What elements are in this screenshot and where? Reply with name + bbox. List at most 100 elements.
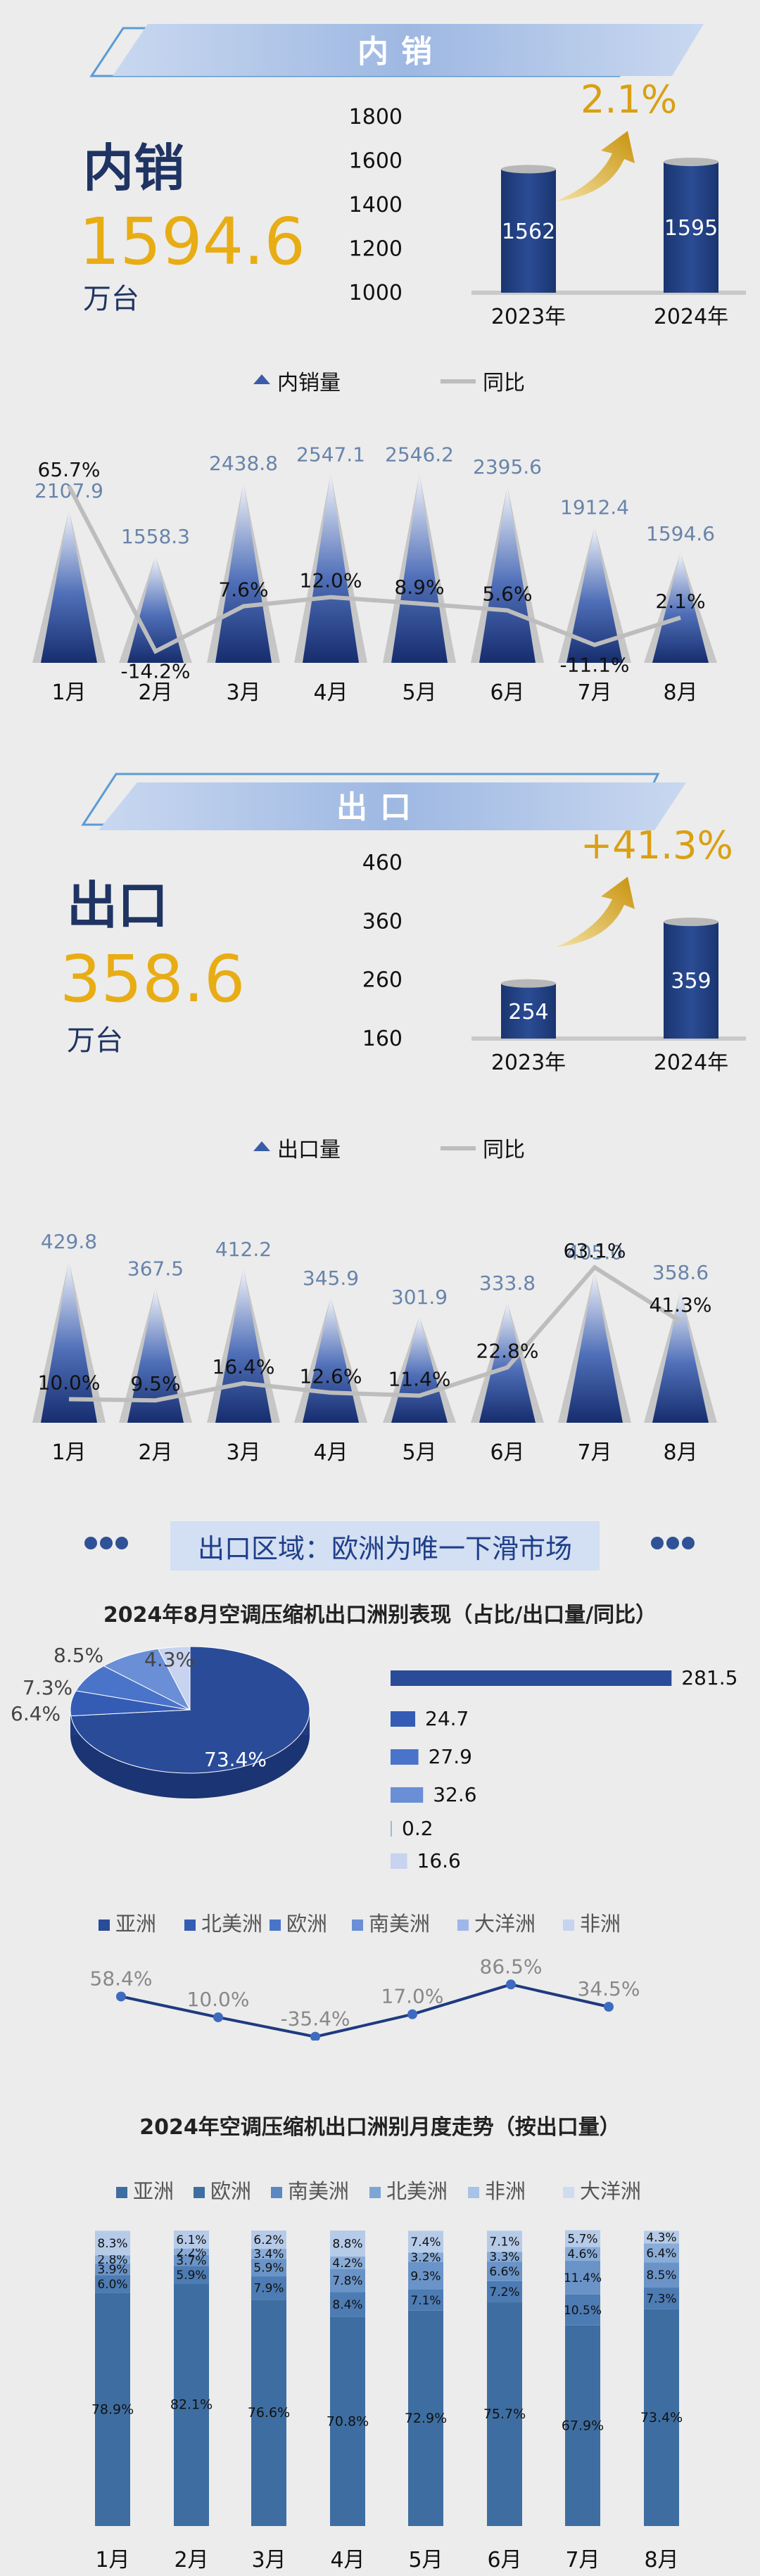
domestic-monthly-yoy-label: 12.0% xyxy=(300,569,362,592)
trend-segment-label: 7.2% xyxy=(489,2285,519,2299)
export-compare-bar xyxy=(664,922,718,1039)
trend-segment-label: 2.2% xyxy=(176,2245,206,2259)
export-monthly-yoy-label: 63.1% xyxy=(564,1239,626,1262)
trend-segment xyxy=(487,2261,522,2281)
domestic-banner: 内销 xyxy=(89,24,704,77)
export-compare-bar-label: 359 xyxy=(671,969,711,994)
region-legend-swatch xyxy=(184,1920,196,1931)
export-monthly-spike xyxy=(652,1291,709,1423)
trend-segment-label: 82.1% xyxy=(170,2397,213,2413)
trend-segment-label: 6.0% xyxy=(97,2278,127,2292)
domestic-unit: 万台 xyxy=(83,283,139,315)
domestic-monthly-category: 2月 xyxy=(138,680,172,705)
trend-segment-label: 2.8% xyxy=(97,2253,127,2267)
export-value: 358.6 xyxy=(60,941,246,1017)
trend-legend-label: 大洋洲 xyxy=(580,2179,641,2203)
region-bar-label: 27.9 xyxy=(429,1745,472,1768)
domestic-compare-bar-cap xyxy=(501,165,556,174)
trend-segment xyxy=(408,2290,443,2311)
trend-segment xyxy=(408,2261,443,2290)
region-bar-label: 24.7 xyxy=(425,1707,469,1730)
decor-dots-left xyxy=(84,1537,128,1549)
export-monthly-legend-bar-icon xyxy=(253,1141,270,1151)
export-compare-growth-arrow xyxy=(556,877,635,947)
trend-segment xyxy=(487,2302,522,2526)
trend-segment xyxy=(644,2231,679,2244)
domestic-monthly-category: 3月 xyxy=(226,680,260,705)
export-monthly-legend-line: 同比 xyxy=(483,1138,525,1162)
trend-segment-label: 72.9% xyxy=(405,2411,447,2426)
export-monthly-legend-bar: 出口量 xyxy=(277,1138,341,1162)
export-unit: 万台 xyxy=(67,1024,123,1057)
trend-category: 6月 xyxy=(487,2548,521,2572)
trend-segment xyxy=(565,2325,600,2526)
export-monthly-yoy-label: 16.4% xyxy=(213,1355,275,1378)
trend-segment xyxy=(95,2292,130,2526)
export-monthly-yoy-label: 22.8% xyxy=(476,1339,539,1362)
trend-segment xyxy=(644,2309,679,2526)
domestic-monthly-value-label: 1912.4 xyxy=(560,495,629,519)
domestic-monthly-yoy-line xyxy=(67,485,681,654)
export-monthly-yoy-label: 41.3% xyxy=(650,1293,712,1316)
trend-segment-label: 7.9% xyxy=(253,2282,284,2296)
export-monthly-category: 5月 xyxy=(402,1440,436,1465)
domestic-compare-growth-arrow xyxy=(556,131,635,201)
domestic-monthly-legend-line: 同比 xyxy=(483,371,525,395)
domestic-monthly-yoy-label: -14.2% xyxy=(120,660,190,683)
trend-segment-label: 8.3% xyxy=(97,2237,127,2251)
trend-legend-label: 亚洲 xyxy=(133,2179,174,2203)
export-monthly-yoy-line xyxy=(68,1264,682,1403)
region-legend-label: 欧洲 xyxy=(286,1912,327,1936)
trend-segment xyxy=(330,2269,365,2292)
region-legend-label: 亚洲 xyxy=(115,1912,156,1936)
domestic-monthly-yoy-label: 2.1% xyxy=(655,590,705,613)
trend-segment xyxy=(174,2283,209,2526)
region-bar xyxy=(391,1749,419,1765)
region-bar xyxy=(391,1670,672,1686)
pie-label: 6.4% xyxy=(11,1702,61,1725)
region-yoy-label: 17.0% xyxy=(381,1985,444,2008)
region-bar-label: 0.2 xyxy=(402,1817,433,1840)
region-yoy-point xyxy=(116,1991,126,2002)
domestic-monthly-legend-bar-icon xyxy=(253,374,270,384)
trend-segment-label: 7.3% xyxy=(646,2292,676,2306)
trend-segment xyxy=(251,2299,286,2526)
trend-segment-label: 75.7% xyxy=(483,2406,526,2422)
export-monthly-category: 3月 xyxy=(226,1440,260,1465)
trend-segment-label: 4.2% xyxy=(332,2257,362,2271)
region-legend-label: 南美洲 xyxy=(369,1912,430,1936)
export-monthly-spike xyxy=(215,1268,272,1423)
domestic-compare-category: 2024年 xyxy=(654,305,728,329)
trend-category: 3月 xyxy=(251,2548,286,2572)
export-compare-growth: +41.3% xyxy=(581,823,733,868)
trend-legend-label: 南美洲 xyxy=(288,2179,349,2203)
domestic-monthly-category: 1月 xyxy=(51,680,86,705)
trend-legend-swatch xyxy=(369,2187,381,2198)
region-legend-swatch xyxy=(270,1920,281,1931)
trend-title: 2024年空调压缩机出口洲别月度走势（按出口量） xyxy=(139,2115,621,2140)
region-legend-swatch xyxy=(563,1920,574,1931)
trend-segment-label: 3.7% xyxy=(176,2254,206,2269)
region-bar xyxy=(391,1821,392,1836)
region-legend-label: 大洋洲 xyxy=(474,1912,536,1936)
trend-segment xyxy=(95,2275,130,2293)
region-yoy-point xyxy=(310,2031,320,2041)
region-yoy-point xyxy=(604,2002,614,2012)
region-bar xyxy=(391,1787,424,1803)
trend-segment-label: 70.8% xyxy=(327,2413,369,2429)
trend-segment-label: 4.3% xyxy=(646,2231,676,2245)
domestic-monthly-spike xyxy=(479,486,536,663)
trend-segment xyxy=(565,2260,600,2295)
domestic-monthly-spike xyxy=(652,552,709,663)
export-monthly-category: 6月 xyxy=(490,1440,524,1465)
region-bar-label: 32.6 xyxy=(433,1783,476,1806)
trend-segment-label: 7.8% xyxy=(332,2274,362,2288)
trend-segment xyxy=(408,2231,443,2253)
export-title: 出口 xyxy=(67,876,169,935)
export-monthly-spike xyxy=(303,1297,359,1423)
export-monthly-yoy-label: 10.0% xyxy=(38,1371,101,1394)
export-monthly-value-label: 405.0 xyxy=(566,1241,623,1264)
export-monthly-spike xyxy=(41,1261,97,1423)
trend-segment xyxy=(174,2266,209,2284)
trend-segment xyxy=(565,2247,600,2261)
